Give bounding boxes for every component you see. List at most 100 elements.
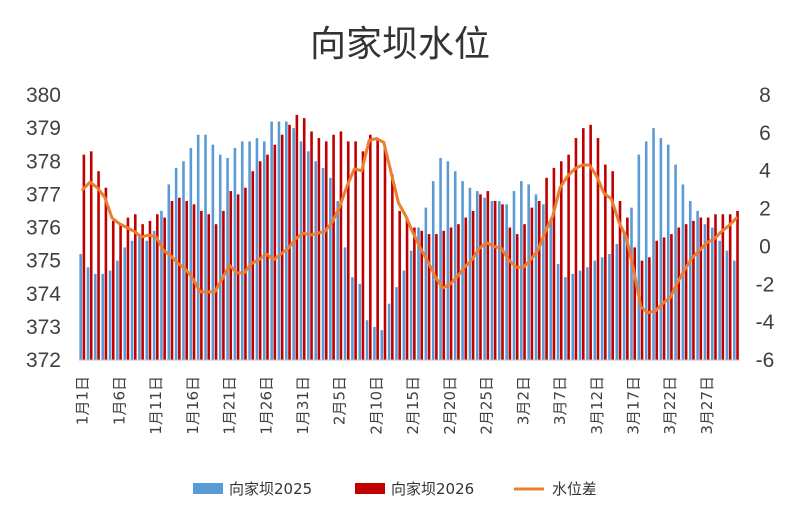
bar-2026 <box>714 214 717 360</box>
bar-2026 <box>126 217 130 360</box>
bar-2026 <box>111 220 115 360</box>
bar-2025 <box>123 247 127 360</box>
bar-2026 <box>207 214 211 360</box>
x-tick-label-group: 1月1日 <box>74 376 92 425</box>
bar-2025 <box>608 254 611 360</box>
x-tick-label: 1月6日 <box>110 376 128 425</box>
bar-2025 <box>542 204 545 360</box>
bar-2026 <box>493 201 497 360</box>
bar-2025 <box>578 270 582 360</box>
x-tick-label: 2月15日 <box>404 376 422 435</box>
bar-2025 <box>108 270 112 360</box>
bar-2025 <box>240 141 244 360</box>
bar-2025 <box>571 273 575 360</box>
bar-2025 <box>498 201 501 360</box>
x-tick-label-group: 2月5日 <box>331 376 349 425</box>
bar-2025 <box>321 167 325 360</box>
x-tick-label: 3月12日 <box>588 376 606 435</box>
bar-2026 <box>236 194 240 361</box>
bar-2025 <box>586 267 589 360</box>
bar-2025 <box>167 184 171 360</box>
bar-2026 <box>677 227 681 360</box>
bar-2025 <box>703 224 707 360</box>
bar-2025 <box>116 260 119 361</box>
bar-2026 <box>156 214 159 360</box>
bar-2026 <box>104 187 108 360</box>
x-tick-label: 3月7日 <box>551 376 569 425</box>
bar-2025 <box>336 201 340 360</box>
bar-2025 <box>130 240 134 360</box>
bar-2026 <box>501 204 504 360</box>
bar-2025 <box>424 207 428 360</box>
bar-2026 <box>604 164 607 360</box>
bar-2025 <box>549 220 553 360</box>
bar-2025 <box>270 121 273 360</box>
bar-2026 <box>427 234 431 360</box>
line-layer <box>81 137 738 315</box>
bar-2026 <box>618 201 622 360</box>
bar-2026 <box>567 154 570 360</box>
bar-2026 <box>515 234 519 360</box>
bar-2025 <box>622 234 626 360</box>
bar-2026 <box>222 210 225 360</box>
bar-2025 <box>174 167 178 360</box>
y-left-tick-label: 375 <box>26 250 61 273</box>
bar-2026 <box>229 191 233 360</box>
bar-2026 <box>383 148 387 360</box>
bar-2026 <box>346 141 350 360</box>
bar-2026 <box>559 161 563 360</box>
x-tick-label-group: 1月6日 <box>110 376 128 425</box>
bar-2026 <box>170 201 174 360</box>
bar-2025 <box>299 141 303 360</box>
bar-2026 <box>369 134 372 360</box>
bar-2026 <box>721 214 725 360</box>
bar-2025 <box>564 277 567 360</box>
x-tick-label-group: 1月11日 <box>147 376 165 435</box>
bar-2026 <box>655 240 659 360</box>
bar-2025 <box>505 204 508 360</box>
bar-2026 <box>479 194 482 361</box>
bar-2026 <box>633 247 637 360</box>
y-right-tick-label: -6 <box>756 349 775 372</box>
bar-2025 <box>534 194 538 361</box>
bar-2025 <box>182 161 185 360</box>
bar-2026 <box>581 128 585 361</box>
y-right-tick-label: 0 <box>759 235 771 258</box>
bar-2025 <box>189 148 193 360</box>
x-tick-label: 1月31日 <box>294 376 312 435</box>
bar-2025 <box>226 157 229 360</box>
x-tick-label: 2月5日 <box>331 376 349 425</box>
y-right-tick-label: -2 <box>756 273 775 296</box>
bar-2026 <box>640 260 644 361</box>
bar-2025 <box>512 191 516 360</box>
bar-2026 <box>413 227 416 360</box>
bar-2025 <box>453 171 457 360</box>
bar-2026 <box>288 124 291 360</box>
bar-2026 <box>398 210 401 360</box>
bar-2026 <box>280 134 284 360</box>
y-right-tick-label: -4 <box>756 311 775 334</box>
bar-2025 <box>329 177 332 360</box>
bar-2026 <box>273 144 277 360</box>
bar-2026 <box>332 134 335 360</box>
bar-2025 <box>652 128 655 361</box>
bar-2025 <box>373 326 376 361</box>
x-tick-label-group: 3月17日 <box>625 376 643 435</box>
bar-2026 <box>508 227 512 360</box>
x-tick-label-group: 3月22日 <box>661 376 679 435</box>
legend-label: 向家坝2025 <box>229 480 312 498</box>
bar-2026 <box>706 217 710 360</box>
x-tick-label-group: 1月16日 <box>184 376 202 435</box>
bar-2025 <box>468 187 472 360</box>
x-tick-label: 1月21日 <box>221 376 239 435</box>
bar-2026 <box>435 234 438 360</box>
x-tick-label-group: 2月25日 <box>478 376 496 435</box>
bar-2025 <box>343 247 347 360</box>
bar-2026 <box>339 131 343 360</box>
bar-2026 <box>611 171 614 360</box>
bar-2026 <box>420 230 424 360</box>
bar-2025 <box>725 250 729 360</box>
axes: 372 373 374 375 376 377 378 379 380 -6 -4 -2 0 2 4 6 8 1月… <box>26 84 775 435</box>
x-tick-label: 1月11日 <box>147 376 165 435</box>
bar-2026 <box>486 191 490 360</box>
